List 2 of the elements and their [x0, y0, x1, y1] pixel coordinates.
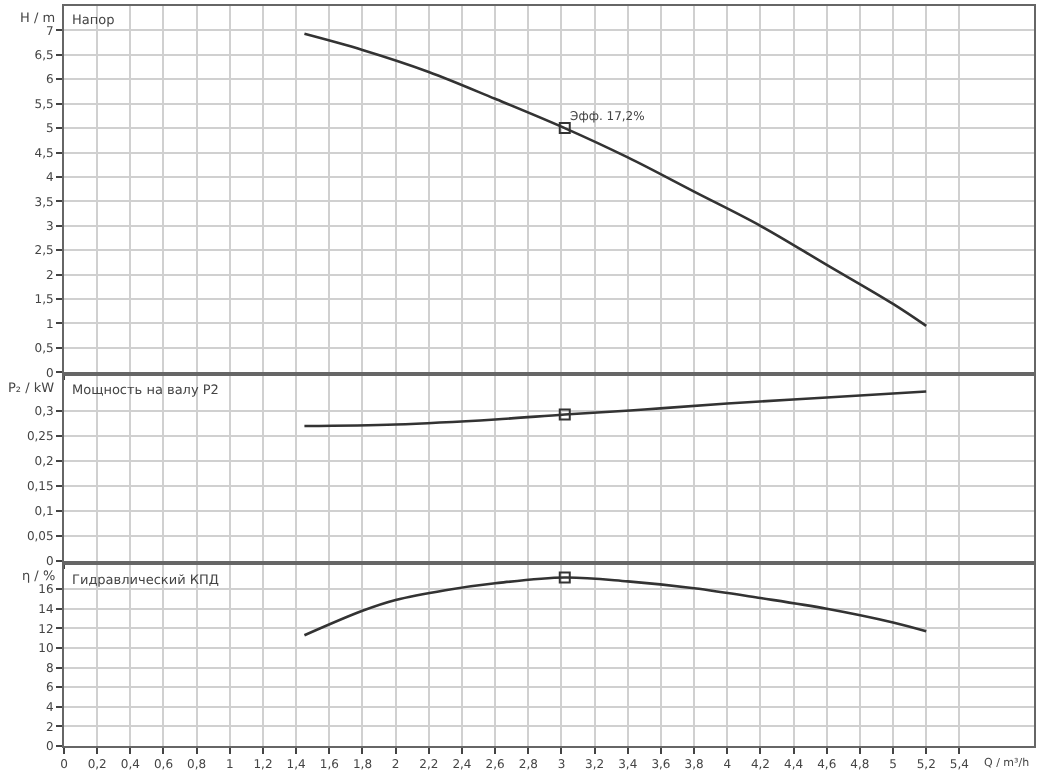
line-series [303, 32, 928, 328]
line-series [303, 390, 928, 428]
